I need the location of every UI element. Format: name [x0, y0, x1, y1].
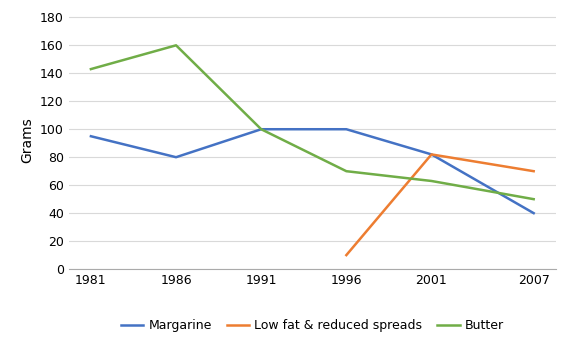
- Butter: [88, 67, 95, 71]
- Low fat & reduced spreads: [530, 169, 537, 173]
- Legend: Margarine, Low fat & reduced spreads, Butter: Margarine, Low fat & reduced spreads, Bu…: [116, 314, 509, 337]
- Butter: [530, 197, 537, 201]
- Margarine: [258, 127, 265, 131]
- Margarine: [88, 134, 95, 138]
- Margarine: [428, 152, 435, 157]
- Line: Low fat & reduced spreads: Low fat & reduced spreads: [346, 155, 533, 255]
- Line: Margarine: Margarine: [91, 129, 533, 213]
- Low fat & reduced spreads: [343, 253, 350, 257]
- Low fat & reduced spreads: [428, 152, 435, 157]
- Margarine: [172, 155, 179, 159]
- Margarine: [530, 211, 537, 215]
- Y-axis label: Grams: Grams: [21, 117, 34, 162]
- Butter: [172, 43, 179, 47]
- Line: Butter: Butter: [91, 45, 533, 199]
- Margarine: [343, 127, 350, 131]
- Butter: [428, 179, 435, 183]
- Butter: [258, 127, 265, 131]
- Butter: [343, 169, 350, 173]
